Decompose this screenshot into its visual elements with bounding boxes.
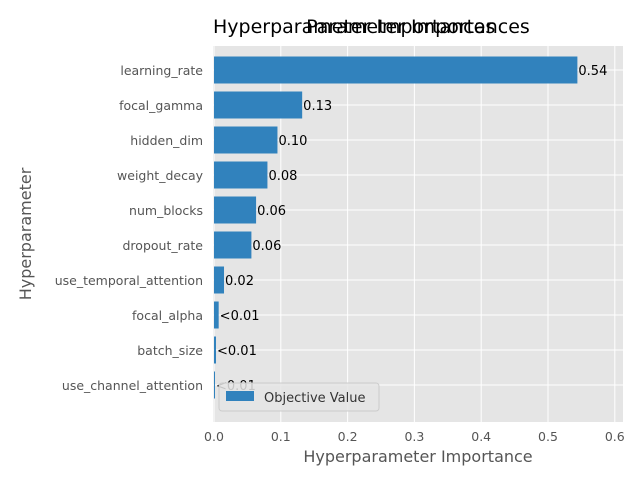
bar-num_blocks (214, 196, 257, 224)
bar-focal_gamma (214, 91, 303, 119)
y-tick-labels: learning_rate focal_gamma hidden_dimweight… (55, 63, 204, 393)
legend-swatch (226, 391, 254, 401)
y-tick-label: focal_alpha (132, 308, 203, 323)
bars (214, 56, 578, 399)
legend-label: Objective Value (264, 391, 365, 406)
x-axis-title: Hyperparameter Importance (303, 447, 532, 466)
bar-use_temporal_attention (214, 266, 225, 294)
x-tick-label: 0.6 (605, 429, 625, 444)
bar-value-label: 0.06 (257, 204, 286, 219)
x-tick-label: 0.2 (338, 429, 358, 444)
x-tick-label: 0.0 (204, 429, 224, 444)
bar-value-label: 0.13 (303, 99, 332, 114)
legend-box (218, 382, 380, 412)
y-tick-label: hidden_dim (130, 133, 203, 148)
y-tick-label: use_temporal_attention (55, 273, 203, 288)
bar-learning_rate (214, 56, 578, 84)
y-tick-label: weight_decay (117, 168, 204, 183)
y-tick-label: focal_gamma (119, 98, 203, 113)
chart-overlay-title: Parameter Importances (306, 16, 530, 38)
bar-focal_alpha (214, 301, 219, 329)
y-tick-label: dropout_rate (123, 238, 204, 253)
bar-value-label: 0.02 (225, 274, 254, 289)
bar-value-label: 0.54 (578, 64, 607, 79)
bar-weight_decay (214, 161, 268, 189)
y-axis-title: Hyperparameter (16, 167, 35, 300)
chart-title: Hyperparameter Importances (213, 16, 495, 38)
x-tick-label: 0.3 (404, 429, 424, 444)
x-tick-label: 0.1 (271, 429, 291, 444)
bar-value-label: 0.10 (278, 134, 307, 149)
x-tick-label: 0.4 (471, 429, 491, 444)
bar-value-label: <0.01 (220, 309, 260, 324)
y-tick-label: num_blocks (129, 203, 203, 218)
bar-value-label: 0.08 (268, 169, 297, 184)
bar-value-label: <0.01 (217, 344, 257, 359)
x-tick-label: 0.5 (538, 429, 558, 444)
bar-value-labels: 0.540.130.100.080.060.060.02<0.01<0.01<0… (216, 64, 607, 394)
bar-batch_size (214, 336, 217, 364)
x-tick-labels: 0.0 0.1 0.2 0.3 0.4 0.5 0.6 (204, 429, 625, 444)
bar-value-label: 0.06 (252, 239, 281, 254)
bar-hidden_dim (214, 126, 278, 154)
y-tick-label: learning_rate (120, 63, 203, 78)
bar-dropout_rate (214, 231, 252, 259)
legend: Objective Value (218, 382, 380, 412)
bar-use_channel_attention (214, 371, 215, 399)
y-tick-label: use_channel_attention (62, 378, 203, 393)
y-tick-label: batch_size (137, 343, 203, 358)
